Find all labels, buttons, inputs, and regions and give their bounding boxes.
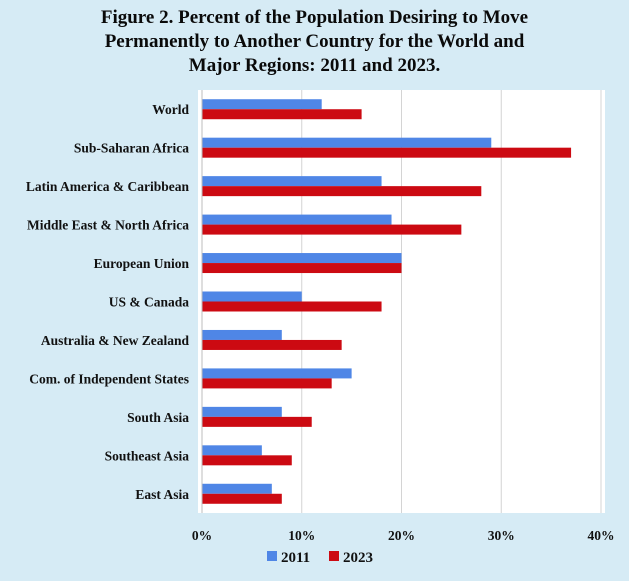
bar-2023-9 [202,455,292,466]
x-tick-label: 0% [192,528,212,543]
bar-2023-10 [202,493,282,504]
category-label: South Asia [127,410,189,425]
x-tick-label: 10% [288,528,315,543]
x-tick-label: 40% [588,528,615,543]
category-label: Australia & New Zealand [41,333,190,348]
legend-label: 2011 [281,550,310,566]
bar-2011-9 [202,445,262,456]
category-label: Middle East & North Africa [27,218,189,233]
category-label: Latin America & Caribbean [26,179,190,194]
category-label: Sub-Saharan Africa [74,141,189,156]
category-label: Southeast Asia [105,448,190,463]
bar-2011-3 [202,214,392,225]
bar-2023-0 [202,109,362,120]
bar-2011-5 [202,291,302,302]
legend-swatch-2023 [329,551,339,561]
bar-2011-0 [202,99,322,110]
bar-2023-1 [202,147,572,158]
bar-2011-1 [202,137,492,148]
category-label: European Union [94,256,190,271]
bar-2011-8 [202,406,282,417]
bar-2023-8 [202,416,312,427]
bar-2023-2 [202,186,482,197]
category-label: Com. of Independent States [29,371,189,386]
bar-2023-6 [202,339,342,350]
bar-2023-5 [202,301,382,312]
category-label: East Asia [135,487,189,502]
chart-title: Figure 2. Percent of the Population Desi… [100,7,529,76]
bar-2011-6 [202,329,282,340]
bar-2011-7 [202,368,352,379]
bar-2023-3 [202,224,462,235]
legend-label: 2023 [343,550,373,566]
category-label: US & Canada [109,295,190,310]
category-label: World [152,102,189,117]
bar-2023-4 [202,263,402,274]
bar-2011-4 [202,253,402,264]
x-tick-label: 30% [488,528,515,543]
x-tick-label: 20% [388,528,415,543]
legend-swatch-2011 [267,551,277,561]
bar-2011-2 [202,176,382,187]
bar-2023-7 [202,378,332,389]
bar-2011-10 [202,483,272,494]
